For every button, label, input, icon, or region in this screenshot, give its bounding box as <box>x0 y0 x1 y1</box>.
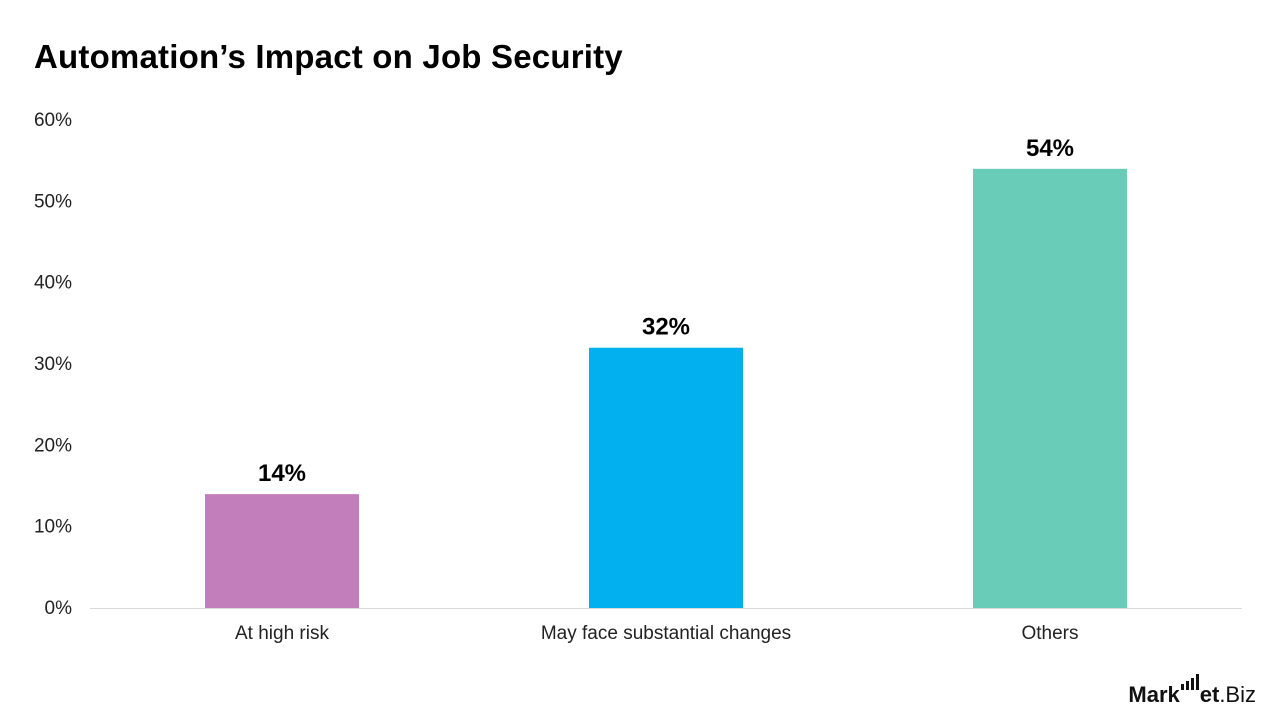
x-category-label: May face substantial changes <box>541 623 791 644</box>
brand-logo-bars-icon <box>1180 674 1199 690</box>
y-tick-label: 20% <box>34 435 72 456</box>
data-label: 32% <box>642 314 690 341</box>
data-label: 14% <box>258 460 306 487</box>
x-category-label: Others <box>1021 623 1078 644</box>
y-tick-label: 50% <box>34 191 72 212</box>
brand-logo-rest-text: et <box>1199 682 1220 707</box>
bar-3 <box>973 168 1127 609</box>
brand-logo-biz-text: .Biz <box>1219 682 1256 707</box>
y-tick-label: 60% <box>34 110 72 131</box>
y-tick-label: 0% <box>45 598 73 619</box>
bar-1 <box>205 494 359 608</box>
brand-logo-market-text: Mark <box>1128 682 1180 707</box>
y-tick-label: 30% <box>34 354 72 375</box>
chart-title: Automation’s Impact on Job Security <box>34 38 623 75</box>
y-tick-label: 10% <box>34 517 72 538</box>
brand-logo: Mark et .Biz <box>1128 674 1256 706</box>
y-tick-label: 40% <box>34 273 72 294</box>
x-category-label: At high risk <box>235 623 329 644</box>
data-label: 54% <box>1026 135 1074 162</box>
bar-2 <box>589 347 743 608</box>
